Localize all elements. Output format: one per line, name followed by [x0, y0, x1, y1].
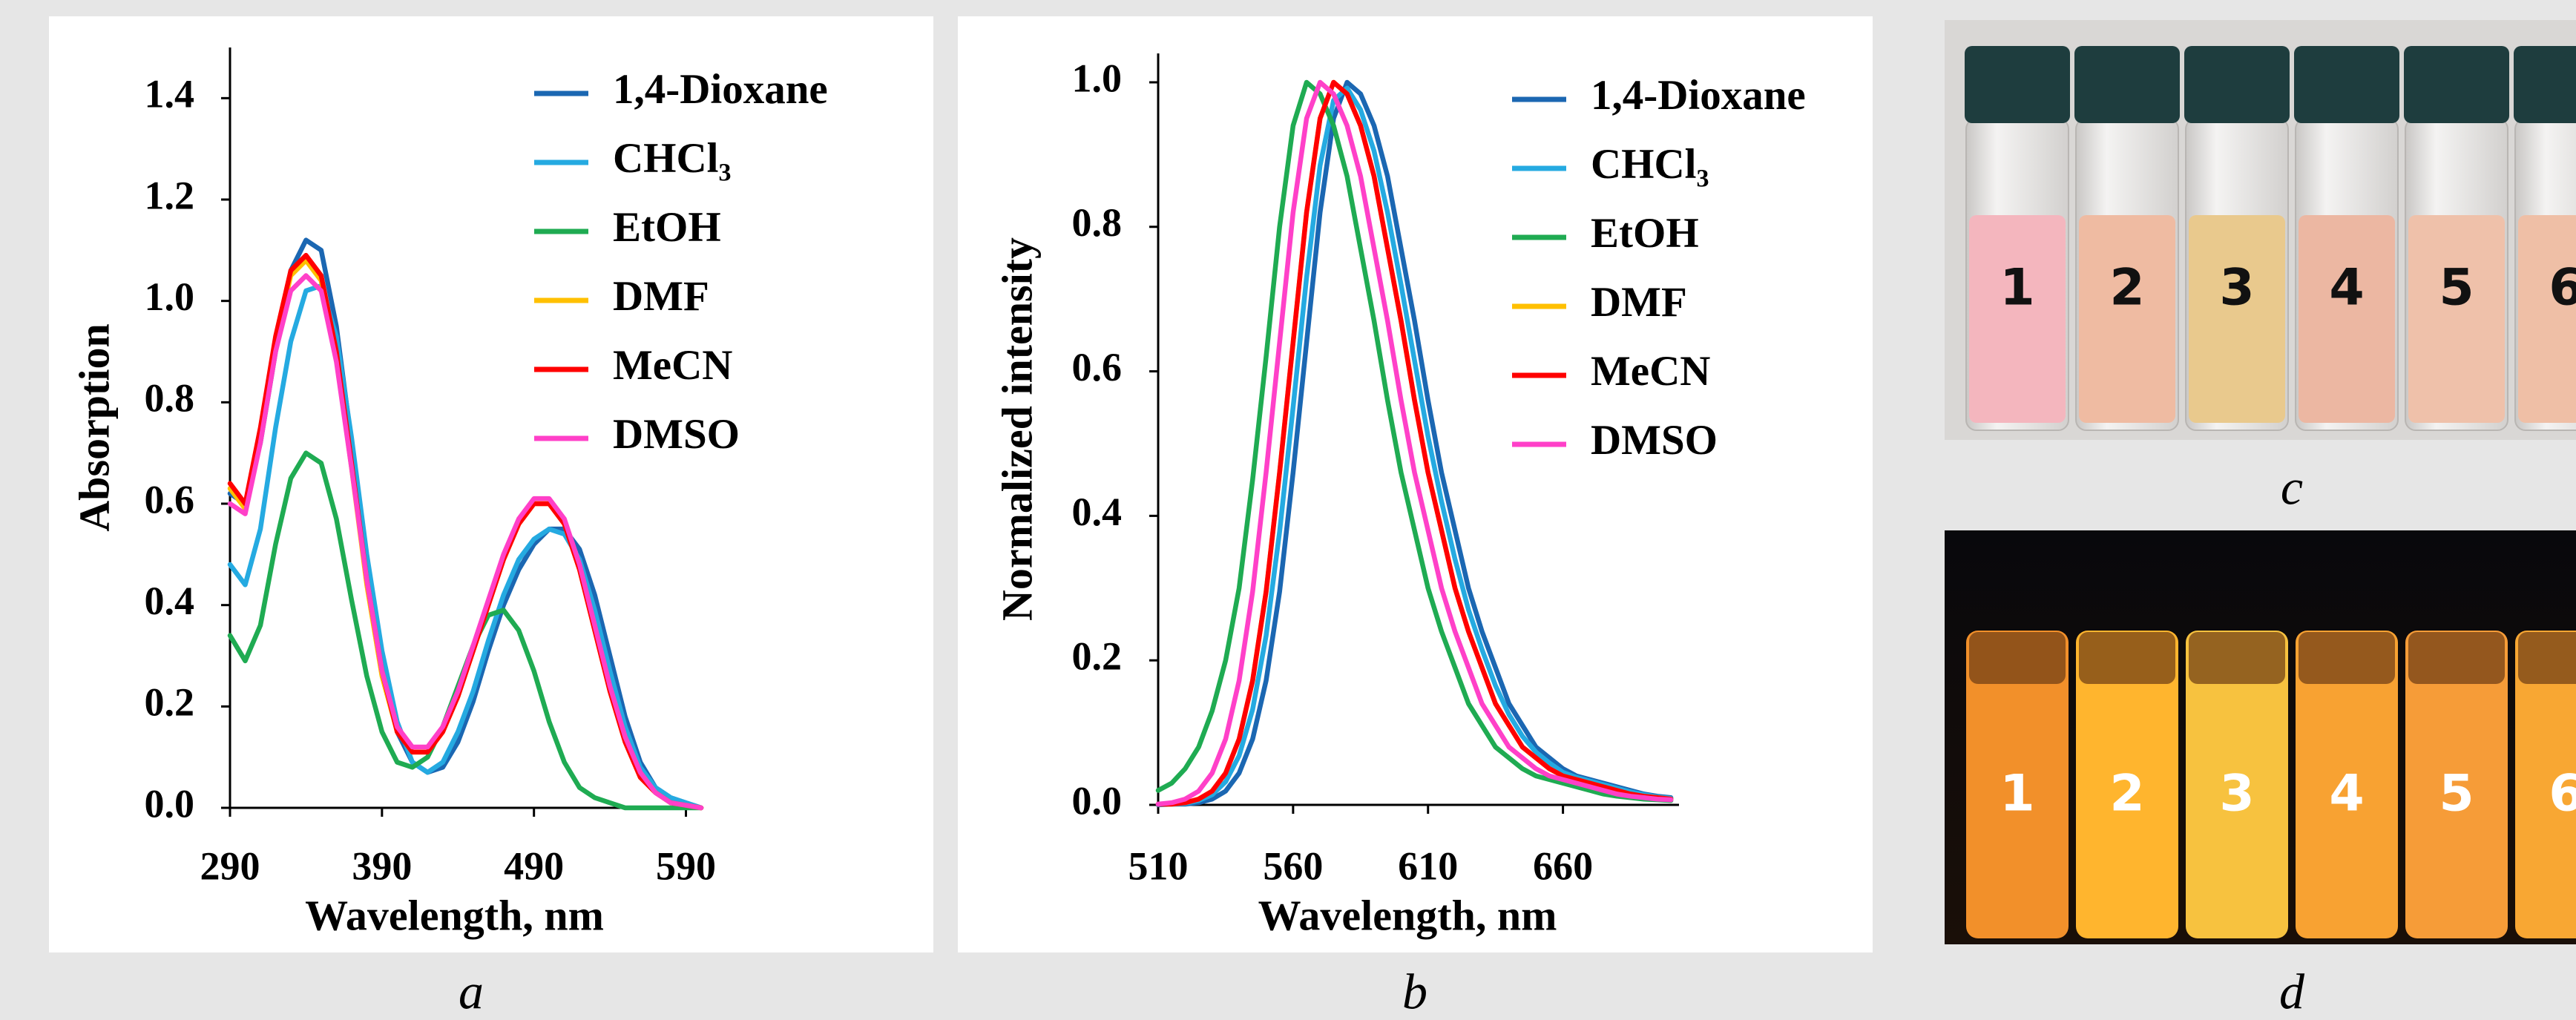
line-series — [227, 237, 704, 811]
vial-number: 2 — [2109, 259, 2144, 317]
y-tick-label: 0.8 — [145, 376, 195, 421]
vial-cap — [2404, 46, 2509, 123]
legend-label: DMF — [1591, 279, 1687, 326]
vial-number: 6 — [2549, 765, 2576, 823]
legend-label: 1,4-Dioxane — [1591, 72, 1806, 119]
vial-number: 4 — [2329, 259, 2364, 317]
line-series — [227, 273, 704, 811]
vial-liquid — [2518, 215, 2576, 423]
vial-cap — [2514, 46, 2576, 123]
x-tick-label: 590 — [656, 843, 716, 888]
panel-label: b — [1402, 964, 1427, 1020]
line-series — [227, 283, 704, 811]
legend-label: CHCl₃ — [613, 135, 732, 182]
vial-number: 1 — [2000, 765, 2034, 823]
vial-top — [2408, 632, 2505, 684]
x-axis-title: Wavelength, nm — [305, 891, 604, 939]
x-tick-label: 290 — [200, 843, 260, 888]
y-tick-label: 0.4 — [1072, 490, 1123, 534]
vial-number: 5 — [2439, 765, 2474, 823]
vial-top — [2189, 632, 2285, 684]
x-tick-label: 510 — [1128, 843, 1189, 888]
legend-label: DMF — [613, 273, 709, 320]
line-series — [1155, 79, 1674, 807]
vial-number: 6 — [2549, 259, 2576, 317]
y-axis-title: Normalized intensity — [993, 237, 1041, 621]
y-tick-label: 1.0 — [1072, 56, 1123, 100]
vial-number: 5 — [2439, 259, 2474, 317]
vial-number: 4 — [2329, 765, 2364, 823]
vial-number: 1 — [2000, 259, 2034, 317]
vial-glow — [2076, 631, 2178, 938]
y-tick-label: 0.2 — [1072, 634, 1123, 679]
x-tick-label: 660 — [1533, 843, 1593, 888]
x-axis-title: Wavelength, nm — [1258, 891, 1557, 939]
vial-glow — [2515, 631, 2576, 938]
panel-label: a — [459, 964, 484, 1020]
vial-cap — [2184, 46, 2290, 123]
vial-cap — [1965, 46, 2070, 123]
legend-label: DMSO — [613, 411, 740, 458]
y-tick-label: 0.0 — [1072, 778, 1123, 823]
vial-top — [2299, 632, 2395, 684]
vial-number: 3 — [2219, 765, 2254, 823]
y-tick-label: 0.2 — [145, 680, 195, 725]
legend-label: EtOH — [1591, 210, 1699, 257]
x-tick-label: 390 — [352, 843, 412, 888]
y-tick-label: 0.0 — [145, 781, 195, 826]
y-tick-label: 0.8 — [1072, 200, 1123, 245]
legend-label: DMSO — [1591, 417, 1718, 464]
vial-liquid — [2189, 215, 2285, 423]
y-axis-title: Absorption — [70, 323, 118, 531]
vial-top — [2518, 632, 2576, 684]
vial-glow — [2296, 631, 2398, 938]
y-tick-label: 0.6 — [145, 477, 195, 521]
y-tick-label: 0.4 — [145, 579, 195, 623]
panel-label: c — [2281, 459, 2303, 516]
x-tick-label: 560 — [1263, 843, 1323, 888]
vial-glow — [2405, 631, 2508, 938]
vial-liquid — [1969, 215, 2066, 423]
y-tick-label: 1.0 — [145, 274, 195, 319]
legend-label: MeCN — [613, 342, 732, 389]
panel-label: d — [2279, 964, 2305, 1020]
vial-liquid — [2408, 215, 2505, 423]
vial-number: 2 — [2109, 765, 2144, 823]
vial-glow — [1966, 631, 2069, 938]
x-tick-label: 490 — [504, 843, 564, 888]
y-tick-label: 1.4 — [145, 72, 195, 116]
vial-cap — [2074, 46, 2180, 123]
vial-glow — [2186, 631, 2288, 938]
line-series — [1155, 79, 1674, 807]
x-tick-label: 610 — [1398, 843, 1458, 888]
vial-cap — [2294, 46, 2399, 123]
vial-top — [1969, 632, 2066, 684]
vial-liquid — [2079, 215, 2175, 423]
line-series — [1155, 79, 1674, 803]
legend-label: MeCN — [1591, 348, 1710, 395]
y-tick-label: 0.6 — [1072, 345, 1123, 389]
legend-label: EtOH — [613, 204, 721, 251]
vial-top — [2079, 632, 2175, 684]
panel-a — [49, 16, 933, 952]
legend-label: CHCl₃ — [1591, 141, 1709, 188]
vial-liquid — [2299, 215, 2395, 423]
y-tick-label: 1.2 — [145, 173, 195, 217]
vial-number: 3 — [2219, 259, 2254, 317]
legend-label: 1,4-Dioxane — [613, 66, 828, 113]
